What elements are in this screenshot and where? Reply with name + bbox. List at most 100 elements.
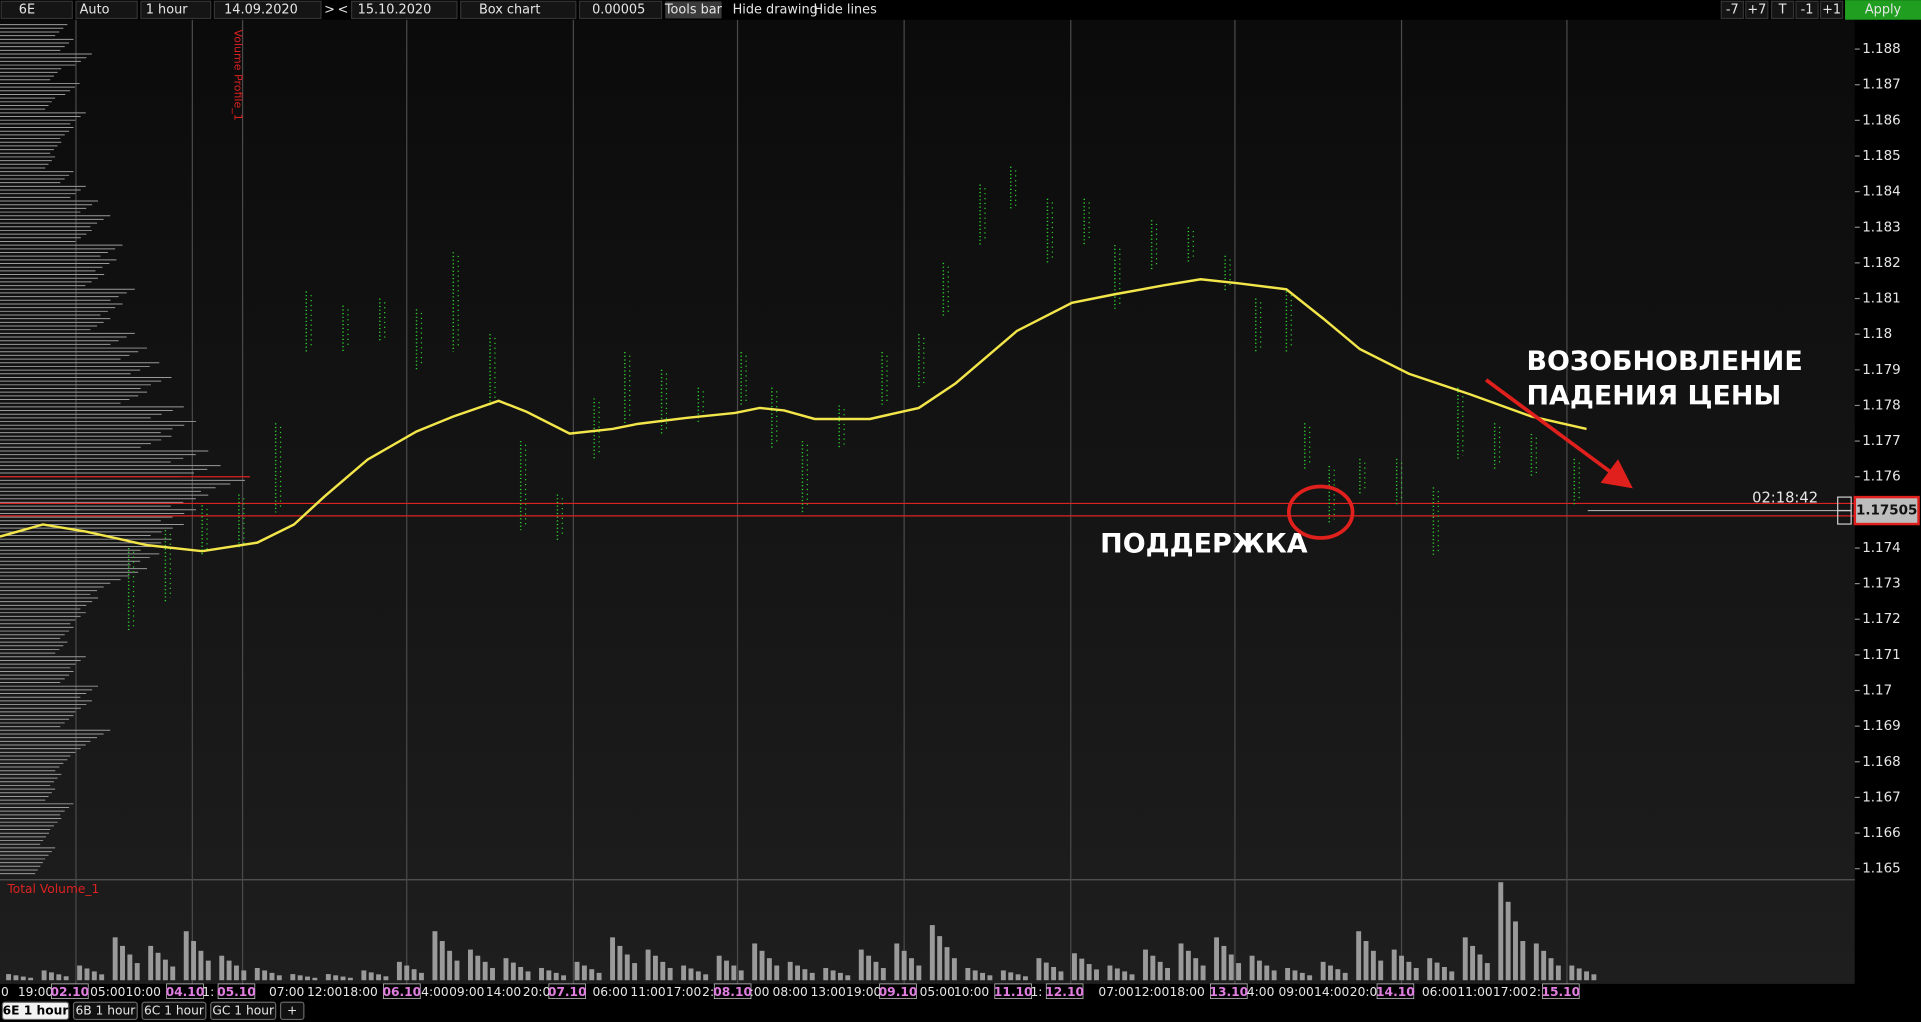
volume-bar — [688, 968, 694, 981]
scale: Auto — [80, 2, 110, 17]
volume-bar — [624, 954, 630, 981]
tools-bar-button[interactable] — [665, 1, 722, 19]
volume-bar — [41, 970, 47, 981]
volume-bar — [127, 954, 133, 981]
volume-bar — [1150, 955, 1156, 981]
toolbar-button[interactable]: +7 — [1747, 2, 1766, 17]
volume-bar — [297, 975, 303, 981]
tick-size-field[interactable] — [578, 0, 663, 20]
date-box — [1376, 983, 1415, 999]
volume-bar — [581, 965, 587, 981]
tab[interactable] — [279, 1001, 305, 1021]
volume-bar — [1406, 961, 1412, 981]
toolbar-button-bg — [1819, 0, 1844, 20]
volume-bar — [951, 958, 957, 981]
y-tick-label: 1.173 — [1862, 576, 1901, 592]
volume-bar — [894, 943, 900, 981]
volume-bar — [233, 965, 239, 981]
volume-bar — [518, 966, 524, 981]
volume-bar — [1576, 968, 1582, 981]
date-to-field[interactable] — [350, 0, 458, 20]
volume-bar — [596, 972, 602, 981]
volume-bar — [1427, 958, 1433, 981]
volume-bar — [6, 974, 12, 981]
toolbar-button[interactable]: -7 — [1726, 2, 1739, 17]
tab[interactable] — [72, 1001, 138, 1021]
y-tick-label: 1.185 — [1862, 148, 1901, 164]
x-tick-label: 06:00 — [1422, 985, 1457, 999]
timer: 02:18:42 — [1752, 489, 1818, 506]
volume-bar — [503, 958, 509, 981]
volume-bar — [1008, 972, 1014, 981]
volume-bar — [1193, 958, 1199, 981]
volume-bar — [418, 972, 424, 981]
toolbar-button-bg — [1720, 0, 1744, 20]
x-tick-label: 05:00 — [920, 985, 955, 999]
volume-bar — [1541, 950, 1547, 981]
volume-bar — [1079, 958, 1085, 981]
volume-bar — [1299, 972, 1305, 981]
x-tick-label: 11:00 — [630, 985, 665, 999]
date-to: 15.10.2020 — [358, 2, 432, 17]
date-box — [383, 983, 421, 999]
next-button[interactable]: > — [324, 2, 335, 17]
y-tick-label: 1.177 — [1862, 433, 1901, 449]
volume-bar — [312, 977, 318, 981]
volume-bar — [1058, 971, 1064, 981]
volume-bar — [198, 950, 204, 981]
toolbar-button[interactable]: T — [1778, 2, 1787, 17]
volume-bar — [112, 937, 118, 981]
prev-button[interactable]: < — [338, 2, 349, 17]
volume-bar — [1328, 965, 1333, 981]
volume-bar — [645, 949, 651, 981]
volume-bar — [1462, 937, 1468, 981]
volume-bar — [1236, 963, 1242, 981]
toolbar-button[interactable]: +1 — [1822, 2, 1841, 17]
volume-bar — [305, 976, 310, 981]
volume-bar — [866, 955, 872, 981]
volume-bar — [880, 967, 886, 981]
x-tick-label: 09:00 — [1279, 985, 1314, 999]
ma-line — [0, 278, 1587, 553]
y-tick-label: 1.187 — [1862, 77, 1901, 93]
close-icon — [1837, 509, 1852, 525]
toolbar-button[interactable]: -1 — [1801, 2, 1814, 17]
y-tick-label: 1.17 — [1862, 683, 1892, 699]
volume-bar — [1228, 954, 1234, 981]
volume-bar — [909, 958, 914, 981]
tab[interactable] — [210, 1001, 277, 1021]
symbol-field[interactable] — [0, 0, 73, 20]
tab[interactable] — [141, 1001, 207, 1021]
y-tick-label: 1.181 — [1862, 291, 1901, 307]
y-tick-label: 1.178 — [1862, 397, 1901, 413]
volume-bar — [965, 967, 971, 981]
x-tick-label: 15.10 — [1541, 985, 1580, 999]
scale-field[interactable] — [75, 0, 138, 20]
support-circle — [1286, 484, 1355, 540]
y-tick-label: 1.188 — [1862, 41, 1901, 57]
chart-bg — [0, 19, 1855, 984]
x-tick-label: 1: — [1030, 985, 1042, 999]
x-tick-label: 06.10 — [382, 985, 421, 999]
volume-bar — [1533, 943, 1539, 981]
volume-bar — [467, 949, 473, 981]
x-tick-label: 19:00 — [846, 985, 881, 999]
volume-profile-label: Volume Profile_1 — [232, 30, 245, 121]
tab[interactable] — [1, 1001, 70, 1021]
date-from-field[interactable] — [213, 0, 322, 20]
volume-bar — [482, 961, 488, 981]
volume-bar — [561, 975, 567, 981]
volume-bar — [162, 959, 168, 981]
y-tick-label: 1.172 — [1862, 611, 1901, 627]
chart-type-field[interactable] — [460, 0, 577, 20]
volume-bar — [1584, 971, 1589, 981]
hide-drawing[interactable]: Hide drawing — [733, 2, 818, 17]
volume-bar — [1449, 971, 1455, 981]
hide-lines[interactable]: Hide lines — [813, 2, 877, 17]
x-tick-label: 07:00 — [269, 985, 304, 999]
volume-bar — [1143, 949, 1148, 981]
timeframe-field[interactable] — [140, 0, 212, 20]
x-tick-label: 17:00 — [666, 985, 701, 999]
apply-button[interactable] — [1845, 0, 1921, 20]
